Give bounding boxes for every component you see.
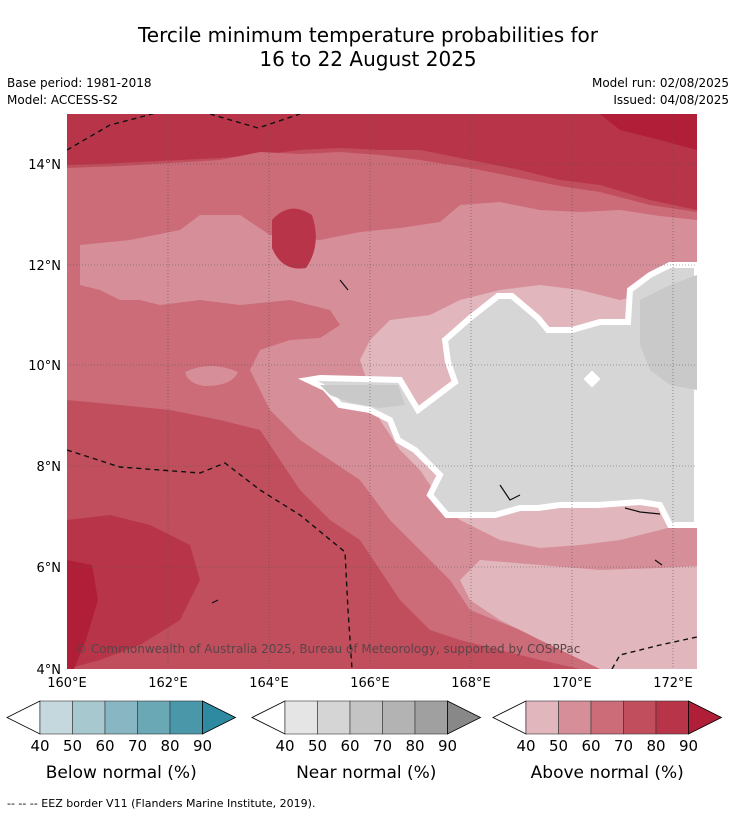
colorbar-tick-label: 70 <box>373 737 392 755</box>
colorbar-tick-label: 60 <box>95 737 114 755</box>
colorbar-segment <box>317 700 351 735</box>
lon-tick-label: 168°E <box>451 676 491 691</box>
colorbar-tick-label: 70 <box>614 737 633 755</box>
model-name: Model: ACCESS-S2 <box>7 93 119 107</box>
colorbar-tick-label: 90 <box>193 737 212 755</box>
probability-field: © Commonwealth of Australia 2025, Bureau… <box>67 114 697 669</box>
colorbar-segment <box>525 700 559 735</box>
lon-tick-label: 170°E <box>552 676 592 691</box>
lon-tick-label: 162°E <box>148 676 188 691</box>
model-run: Model run: 02/08/2025 <box>591 76 729 90</box>
lat-tick-label: 14°N <box>28 158 61 173</box>
near-normal-40-region <box>298 262 697 528</box>
colorbar-tick-label: 60 <box>340 737 359 755</box>
colorbar-over-triangle <box>202 700 237 735</box>
colorbar-segment <box>104 700 138 735</box>
colorbar-tick-label: 70 <box>128 737 147 755</box>
copyright-notice: © Commonwealth of Australia 2025, Bureau… <box>75 642 580 656</box>
map-title-line2: 16 to 22 August 2025 <box>259 47 477 71</box>
above-40-island <box>583 370 601 388</box>
colorbar-over-triangle <box>447 700 482 735</box>
colorbar-tick-label: 60 <box>581 737 600 755</box>
colorbar-tick-label: 80 <box>646 737 665 755</box>
colorbar-label: Below normal (%) <box>46 763 197 783</box>
colorbar-tick-label: 40 <box>30 737 49 755</box>
lat-tick-label: 4°N <box>37 663 62 678</box>
near-normal-50-blob <box>320 385 405 408</box>
colorbar-tick-label: 90 <box>438 737 457 755</box>
islands <box>211 279 663 604</box>
colorbar-tick-label: 50 <box>308 737 327 755</box>
lon-tick-label: 160°E <box>47 676 87 691</box>
colorbar-tick-label: 90 <box>679 737 698 755</box>
lon-tick-label: 172°E <box>653 676 693 691</box>
colorbar-tick-label: 80 <box>405 737 424 755</box>
longitude-ticks: 160°E 162°E 164°E 166°E 168°E 170°E 172°E <box>47 676 693 691</box>
lat-tick-label: 10°N <box>28 359 61 374</box>
lat-tick-label: 6°N <box>37 561 62 576</box>
colorbar-segment <box>382 700 416 735</box>
colorbar-tick-label: 50 <box>549 737 568 755</box>
colorbar-tick-label: 40 <box>516 737 535 755</box>
colorbar-over-triangle <box>688 700 723 735</box>
colorbar-segment <box>39 700 73 735</box>
colorbar-segment <box>623 700 657 735</box>
lat-tick-label: 8°N <box>37 460 62 475</box>
colorbar-segment <box>655 700 689 735</box>
colorbar-label: Above normal (%) <box>531 763 684 783</box>
colorbar-segment <box>284 700 318 735</box>
colorbar-segment <box>169 700 203 735</box>
issued-date: Issued: 04/08/2025 <box>613 93 729 107</box>
base-period: Base period: 1981-2018 <box>7 76 152 90</box>
graticule <box>67 114 697 669</box>
lon-tick-label: 166°E <box>350 676 390 691</box>
colorbar-segment <box>558 700 592 735</box>
colorbar-segment <box>349 700 383 735</box>
colorbar-tick-label: 80 <box>160 737 179 755</box>
above-90-region-west <box>67 560 98 669</box>
map-title-line1: Tercile minimum temperature probabilitie… <box>137 23 599 47</box>
colorbar-segment <box>137 700 171 735</box>
latitude-ticks: 14°N 12°N 10°N 8°N 6°N 4°N <box>28 158 61 678</box>
colorbar-label: Near normal (%) <box>296 763 436 783</box>
colorbar-under-triangle <box>492 700 527 735</box>
colorbar-tick-label: 40 <box>275 737 294 755</box>
above-40-region-south <box>460 560 697 669</box>
near-normal-50-region <box>640 275 697 390</box>
colorbar-tick-label: 50 <box>63 737 82 755</box>
above-50-blob <box>185 366 238 386</box>
lat-tick-label: 12°N <box>28 259 61 274</box>
eez-borders <box>67 114 697 669</box>
above-80-region-west <box>67 515 200 669</box>
colorbar-segment <box>590 700 624 735</box>
above-80-region-north <box>67 114 697 210</box>
lon-tick-label: 164°E <box>249 676 289 691</box>
above-80-blob <box>272 208 316 269</box>
eez-footer-note: -- -- -- EEZ border V11 (Flanders Marine… <box>7 797 316 810</box>
